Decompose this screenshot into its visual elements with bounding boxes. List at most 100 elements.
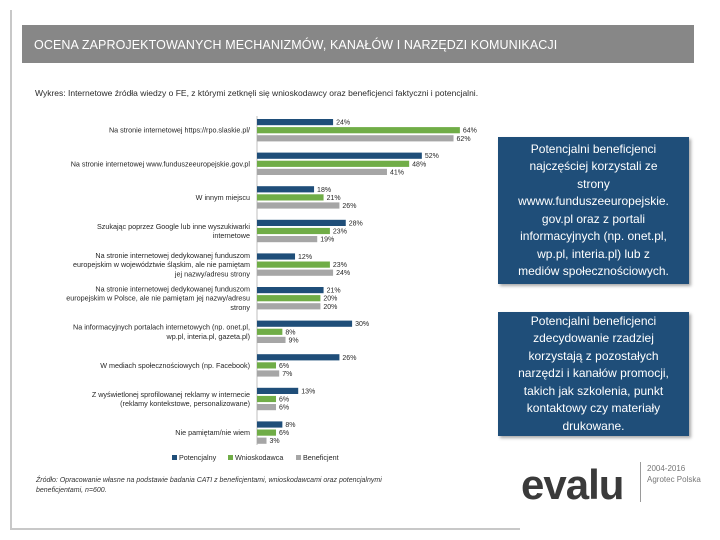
legend-label: Potencjalny [179,453,217,462]
bar-wnioskodawca [257,395,277,403]
data-label: 26% [342,355,356,362]
data-label: 13% [301,388,315,395]
infobox-line: informacyjnych (np. onet.pl, [520,229,667,243]
data-label: 8% [285,422,295,429]
bar-potencjalny [257,119,334,126]
bar-potencjalny [257,186,315,193]
category-label: Na stronie internetowej https://rpo.slas… [109,126,250,135]
infobox-line: takich jak szkolenia, punkt [523,383,664,398]
data-label: 48% [412,161,426,168]
header-bar: OCENA ZAPROJEKTOWANYCH MECHANIZMÓW, KANA… [22,25,694,63]
data-label: 23% [333,262,347,269]
bar-beneficjent [257,135,454,142]
infobox-top: Potencjalni beneficjenci najczęściej kor… [498,137,689,284]
logo-year: 2004-2016 [647,464,686,473]
category-label: W innym miejscu [196,193,250,202]
infobox-line: Potencjalni beneficjenci [530,313,657,328]
bar-potencjalny [257,219,346,226]
data-label: 18% [317,187,331,194]
bar-potencjalny [257,253,296,260]
category-label: Na stronie internetowej www.funduszeeuro… [71,159,251,168]
bar-beneficjent [257,336,286,343]
data-label: 30% [355,321,369,328]
bar-wnioskodawca [257,127,460,134]
data-label: 52% [425,153,439,160]
bar-beneficjent [257,303,321,310]
category-label: Nie pamiętam/nie wiem [175,428,250,437]
chart-subtitle: Wykres: Internetowe źródła wiedzy o FE, … [35,88,479,98]
data-label: 21% [327,288,341,295]
data-label: 24% [336,270,350,277]
bar-beneficjent [257,168,387,175]
legend-swatch [228,455,233,460]
bar-wnioskodawca [257,362,277,369]
infobox-line: strony [577,176,610,191]
data-label: 7% [282,371,292,378]
category-label: Na informacyjnych portalach internetowyc… [73,323,250,341]
infobox-line: kontaktowy czy materiały [526,401,661,416]
bar-wnioskodawca [257,194,324,201]
bar-wnioskodawca [257,328,283,335]
data-label: 12% [298,254,312,261]
evalu-logo: evalu 2004-2016 Agrotec Polska [521,458,701,510]
bar-beneficjent [257,236,318,243]
data-label: 8% [285,329,295,336]
bar-potencjalny [257,287,324,294]
category-label: W mediach społecznościowych (np. Faceboo… [100,361,250,370]
bar-wnioskodawca [257,160,410,167]
bar-beneficjent [257,269,334,276]
legend-label: Beneficjent [303,453,339,462]
data-label: 23% [333,229,347,236]
data-label: 41% [390,169,404,176]
infobox-line: wp.pl, interia.pl) lub z [537,246,650,261]
data-label: 20% [323,304,337,311]
data-label: 6% [279,405,289,412]
bar-potencjalny [257,152,422,159]
infobox-line: najczęściej korzystali ze [529,159,658,173]
logo-wordmark: evalu [521,461,624,508]
data-label: 64% [463,128,477,135]
bar-wnioskodawca [257,261,330,268]
data-label: 20% [323,296,337,303]
frame-bottom-line [10,528,520,530]
frame-left-line [10,10,12,530]
legend-swatch [172,455,177,460]
infobox-bottom: Potencjalni beneficjenci zdecydowanie rz… [498,312,689,436]
data-label: 19% [320,237,334,244]
bar-potencjalny [257,320,353,327]
category-label: Z wyświetlonej sprofilowanej reklamy w i… [92,390,250,408]
logo-subtitle: Agrotec Polska [647,475,701,484]
legend-label: Wnioskodawca [235,453,283,462]
logo-separator [640,462,641,502]
data-label: 24% [336,120,350,127]
infobox-line: narzędzi i kanałów promocji, [518,366,669,381]
data-label: 6% [279,363,289,370]
bar-potencjalny [257,354,340,361]
bar-beneficjent [257,404,277,411]
data-label: 21% [327,195,341,202]
infobox-line: mediów społecznościowych. [518,264,669,278]
infobox-line: Potencjalni beneficjenci [530,141,657,156]
data-label: 6% [279,397,289,404]
category-label: Na stronie internetowej dedykowanej fund… [73,251,250,278]
page-title: OCENA ZAPROJEKTOWANYCH MECHANIZMÓW, KANA… [34,38,558,52]
data-label: 28% [349,220,363,227]
infobox-line: wwww.funduszeeuropejskie. [518,194,669,208]
bar-beneficjent [257,370,280,377]
infobox-line: korzystają z pozostałych [528,348,659,363]
infobox-line: zdecydowanie rzadziej [533,331,654,346]
infobox-top-text: Potencjalni beneficjenci najczęściej kor… [518,141,669,281]
source-note: Źródło: Opracowanie własne na podstawie … [36,477,382,494]
infobox-line: gov.pl oraz z portali [541,211,646,226]
infobox-bottom-text: Potencjalni beneficjenci zdecydowanie rz… [518,313,669,436]
category-label: Na stronie internetowej dedykowanej fund… [66,285,250,312]
bar-potencjalny [257,387,299,394]
data-label: 26% [342,203,356,210]
infobox-line: drukowane. [562,418,625,433]
legend-swatch [296,455,301,460]
data-label: 9% [289,337,299,344]
bar-beneficjent [257,437,267,444]
data-label: 62% [457,136,471,143]
bar-potencjalny [257,421,283,428]
